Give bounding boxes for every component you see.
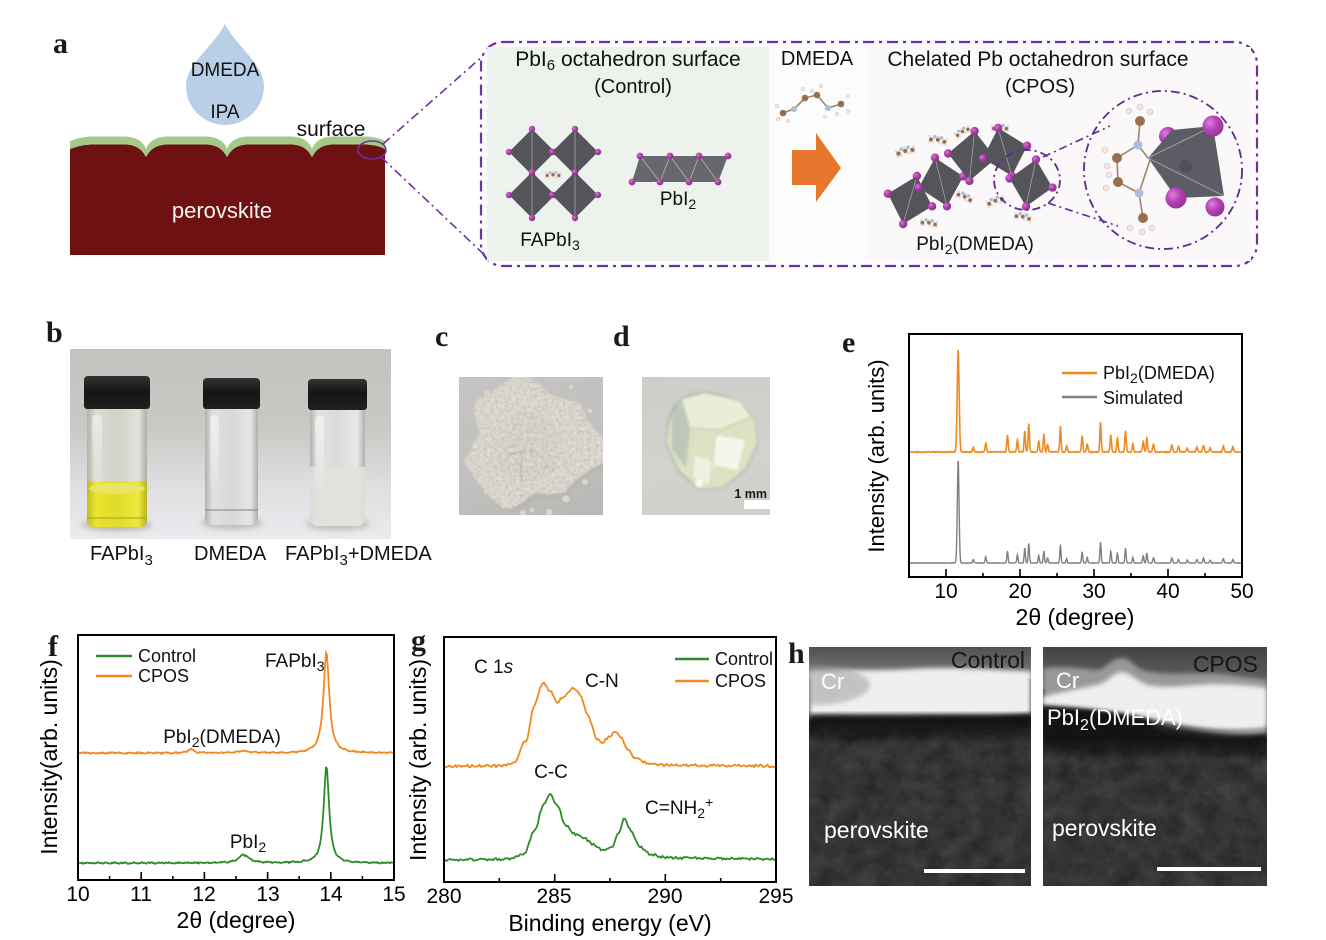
svg-text:290: 290 bbox=[647, 885, 682, 908]
svg-text:CPOS: CPOS bbox=[715, 671, 766, 691]
svg-text:Binding energy (eV): Binding energy (eV) bbox=[508, 910, 711, 936]
svg-text:surface: surface bbox=[297, 118, 366, 141]
svg-text:2θ (degree): 2θ (degree) bbox=[1016, 604, 1135, 630]
svg-text:FAPbI3: FAPbI3 bbox=[520, 230, 580, 253]
svg-text:Intensity(arb. units): Intensity(arb. units) bbox=[36, 659, 62, 855]
svg-text:CPOS: CPOS bbox=[1193, 651, 1258, 677]
svg-text:PbI2(DMEDA): PbI2(DMEDA) bbox=[163, 727, 281, 750]
svg-text:Control: Control bbox=[715, 649, 773, 669]
svg-text:perovskite: perovskite bbox=[172, 198, 272, 223]
svg-text:30: 30 bbox=[1082, 580, 1105, 603]
svg-text:Intensity (arb. units): Intensity (arb. units) bbox=[864, 359, 889, 552]
svg-text:DMEDA: DMEDA bbox=[781, 48, 854, 70]
svg-text:perovskite: perovskite bbox=[1052, 815, 1157, 841]
svg-text:IPA: IPA bbox=[210, 102, 240, 123]
svg-text:280: 280 bbox=[426, 885, 461, 908]
svg-text:285: 285 bbox=[536, 885, 571, 908]
svg-text:CPOS: CPOS bbox=[138, 666, 189, 686]
svg-text:PbI2(DMEDA): PbI2(DMEDA) bbox=[1047, 705, 1183, 734]
svg-text:PbI2(DMEDA): PbI2(DMEDA) bbox=[1103, 363, 1215, 386]
svg-text:C 1s: C 1s bbox=[474, 657, 514, 678]
svg-text:50: 50 bbox=[1230, 580, 1253, 603]
svg-text:DMEDA: DMEDA bbox=[191, 60, 260, 81]
svg-text:C=NH2+: C=NH2+ bbox=[645, 794, 713, 821]
svg-text:Control: Control bbox=[138, 646, 196, 666]
svg-text:Chelated Pb octahedron surface: Chelated Pb octahedron surface bbox=[887, 48, 1188, 71]
svg-text:12: 12 bbox=[192, 883, 215, 906]
svg-text:Cr: Cr bbox=[1056, 668, 1079, 693]
svg-text:Intensity (arb. units): Intensity (arb. units) bbox=[405, 659, 431, 861]
svg-text:Simulated: Simulated bbox=[1103, 388, 1183, 408]
svg-text:FAPbI3: FAPbI3 bbox=[265, 651, 325, 674]
svg-text:15: 15 bbox=[382, 883, 405, 906]
svg-text:PbI2(DMEDA): PbI2(DMEDA) bbox=[916, 234, 1034, 257]
svg-text:13: 13 bbox=[256, 883, 279, 906]
svg-text:20: 20 bbox=[1008, 580, 1031, 603]
svg-text:(CPOS): (CPOS) bbox=[1005, 76, 1075, 98]
svg-text:C-C: C-C bbox=[534, 762, 568, 783]
svg-text:2θ (degree): 2θ (degree) bbox=[177, 907, 296, 933]
svg-text:10: 10 bbox=[66, 883, 89, 906]
svg-text:10: 10 bbox=[934, 580, 957, 603]
svg-text:Control: Control bbox=[951, 647, 1025, 673]
svg-text:295: 295 bbox=[758, 885, 793, 908]
svg-text:perovskite: perovskite bbox=[824, 817, 929, 843]
svg-text:14: 14 bbox=[319, 883, 343, 906]
svg-text:11: 11 bbox=[130, 883, 152, 906]
svg-text:(Control): (Control) bbox=[594, 76, 672, 98]
svg-text:Cr: Cr bbox=[821, 669, 844, 694]
svg-text:PbI2: PbI2 bbox=[230, 832, 267, 855]
svg-text:40: 40 bbox=[1156, 580, 1179, 603]
svg-text:PbI2: PbI2 bbox=[660, 189, 697, 212]
svg-text:C-N: C-N bbox=[585, 671, 619, 692]
